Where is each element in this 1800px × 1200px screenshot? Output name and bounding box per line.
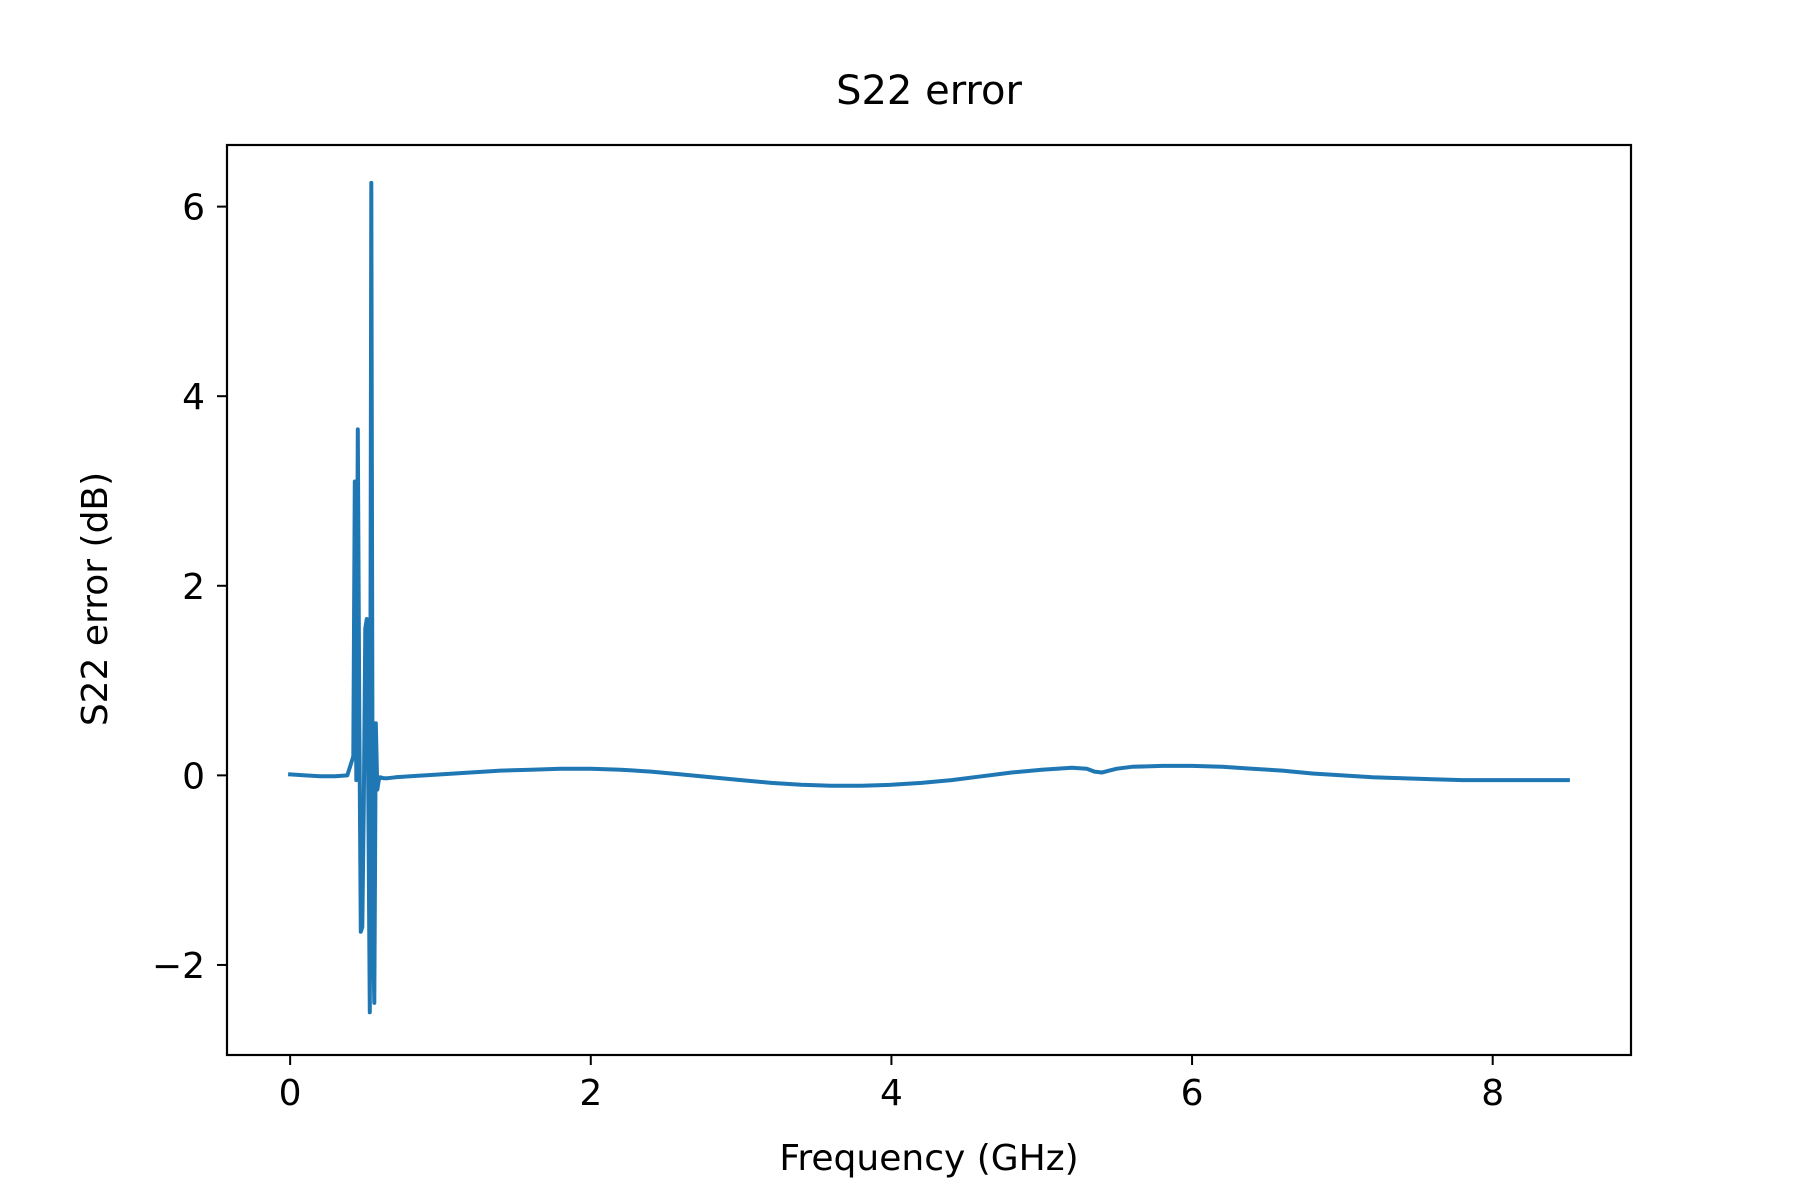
x-tick-label: 2: [579, 1073, 602, 1114]
y-tick-label: −2: [152, 946, 205, 987]
x-axis-label: Frequency (GHz): [779, 1138, 1078, 1179]
plot-area: [287, 180, 1570, 1015]
y-axis-ticks: −2 0 2 4 6: [152, 188, 227, 987]
x-tick-label: 0: [279, 1073, 302, 1114]
x-tick-label: 6: [1181, 1073, 1204, 1114]
series-line: [287, 180, 1570, 1015]
y-tick-label: 6: [182, 188, 205, 229]
chart-title: S22 error: [836, 68, 1022, 114]
axes-frame: [225, 143, 1633, 1057]
y-axis-label: S22 error (dB): [75, 472, 116, 726]
y-tick-label: 0: [182, 756, 205, 797]
x-axis-ticks: 0 2 4 6 8: [279, 1055, 1504, 1114]
y-tick-label: 4: [182, 377, 205, 418]
x-tick-label: 4: [880, 1073, 903, 1114]
x-tick-label: 8: [1481, 1073, 1504, 1114]
y-tick-label: 2: [182, 567, 205, 608]
